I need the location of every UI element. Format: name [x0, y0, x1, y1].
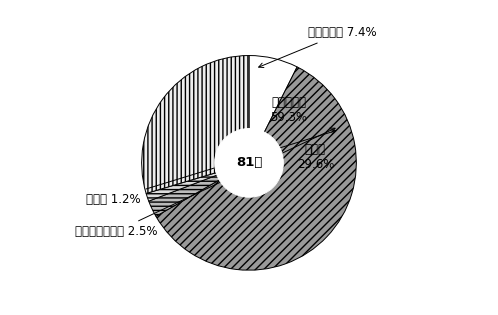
- Text: 無回答
29.6%: 無回答 29.6%: [297, 143, 334, 171]
- Wedge shape: [149, 163, 249, 216]
- Wedge shape: [146, 163, 249, 201]
- Text: 週１・２回 7.4%: 週１・２回 7.4%: [258, 26, 376, 67]
- Text: 月１・２回
59.3%: 月１・２回 59.3%: [270, 96, 308, 124]
- Text: その他 1.2%: その他 1.2%: [86, 130, 336, 206]
- Circle shape: [215, 129, 283, 197]
- Text: 困った時に通院 2.5%: 困った時に通院 2.5%: [75, 128, 335, 238]
- Wedge shape: [141, 55, 249, 193]
- Wedge shape: [249, 55, 297, 163]
- Wedge shape: [156, 67, 357, 270]
- Text: 81人: 81人: [236, 156, 262, 169]
